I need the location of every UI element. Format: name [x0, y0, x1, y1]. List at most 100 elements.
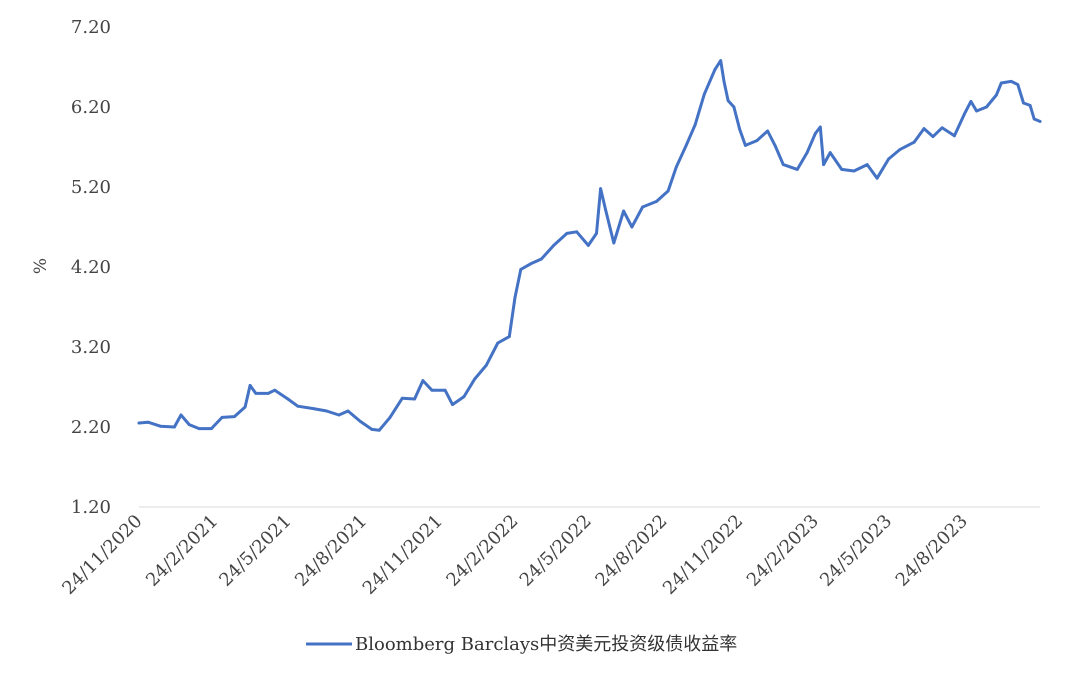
x-tick-label: 24/2/2022 [442, 511, 522, 591]
data-point [953, 134, 956, 138]
data-point [358, 420, 362, 423]
data-point [766, 129, 769, 133]
data-point [1032, 117, 1036, 121]
data-point [273, 388, 277, 392]
data-point [875, 176, 879, 180]
x-tick-label: 24/2/2023 [743, 511, 823, 591]
data-point [975, 109, 978, 113]
data-point [719, 59, 723, 62]
data-point [519, 268, 523, 271]
data-point [931, 135, 935, 139]
data-point [865, 163, 869, 167]
data-point [781, 163, 785, 167]
data-point [540, 257, 543, 261]
data-point [912, 140, 916, 144]
data-point [969, 100, 973, 103]
data-point [702, 92, 706, 96]
data-point [443, 388, 447, 392]
data-point [146, 420, 150, 424]
x-tick-label: 24/5/2022 [516, 511, 596, 591]
x-tick-label: 24/2/2021 [142, 511, 222, 591]
data-point [586, 244, 590, 247]
data-point [484, 364, 488, 367]
data-point [828, 151, 832, 155]
data-point [595, 232, 598, 235]
y-tick-label: 6.20 [71, 97, 111, 118]
data-point [805, 151, 809, 155]
data-point [388, 416, 392, 419]
data-point [1022, 101, 1025, 105]
data-point [451, 403, 454, 406]
y-axis-tick-labels: 1.20 2.20 3.20 4.20 5.20 6.20 7.20 [71, 17, 111, 518]
data-point [1009, 80, 1013, 83]
data-point [822, 163, 825, 167]
data-point [159, 424, 162, 428]
data-point [840, 168, 844, 171]
data-point [565, 232, 569, 235]
x-tick-label: 24/5/2021 [215, 511, 295, 591]
y-tick-label: 7.20 [71, 17, 111, 38]
data-point [507, 335, 511, 338]
y-axis-label: % [31, 258, 51, 274]
data-point [496, 341, 500, 345]
data-point [622, 209, 625, 213]
data-point [187, 423, 191, 426]
data-point [173, 425, 176, 429]
data-point [599, 187, 602, 191]
x-tick-label: 24/8/2023 [892, 511, 972, 591]
x-tick-label: 24/5/2023 [816, 511, 896, 591]
y-tick-label: 2.20 [71, 417, 111, 438]
data-point [795, 168, 799, 171]
data-point [513, 296, 517, 299]
data-point [985, 105, 988, 109]
data-point [248, 384, 252, 387]
data-point [243, 405, 247, 409]
x-tick-label: 24/8/2022 [591, 511, 671, 591]
data-point [814, 132, 817, 135]
data-point [377, 428, 381, 432]
y-tick-label: 3.20 [71, 337, 111, 358]
data-point [852, 169, 856, 173]
data-point [818, 125, 822, 129]
data-point [370, 428, 374, 431]
data-point [995, 93, 998, 97]
data-point [693, 123, 697, 126]
data-point [430, 388, 434, 392]
data-point [999, 81, 1003, 85]
data-point [197, 427, 201, 430]
data-point [325, 409, 328, 413]
x-tick-label: 24/11/2020 [58, 511, 146, 599]
series-points [137, 59, 1042, 432]
data-point [233, 415, 236, 418]
data-point [473, 377, 477, 381]
data-point [744, 144, 747, 147]
data-point [575, 230, 579, 234]
x-tick-label: 24/11/2021 [359, 511, 447, 599]
data-point [773, 144, 777, 147]
data-point [179, 413, 183, 417]
y-tick-label: 1.20 [71, 497, 111, 518]
x-tick-label: 24/11/2022 [659, 511, 747, 599]
data-point [898, 148, 902, 151]
data-point [962, 112, 966, 116]
data-point [755, 139, 759, 143]
data-point [887, 157, 890, 161]
data-point [722, 80, 726, 83]
data-point [137, 421, 141, 425]
data-point [630, 225, 634, 229]
data-point [604, 208, 607, 211]
data-point [1016, 83, 1020, 86]
data-point [413, 397, 416, 401]
data-point [266, 392, 270, 395]
data-point [738, 127, 742, 131]
data-point [684, 144, 688, 147]
data-point [254, 392, 258, 395]
data-point [296, 404, 300, 408]
data-point [312, 407, 315, 410]
data-point [732, 105, 736, 109]
data-point [529, 262, 533, 266]
data-point [286, 397, 290, 401]
data-point [726, 99, 730, 102]
data-point [421, 379, 425, 382]
